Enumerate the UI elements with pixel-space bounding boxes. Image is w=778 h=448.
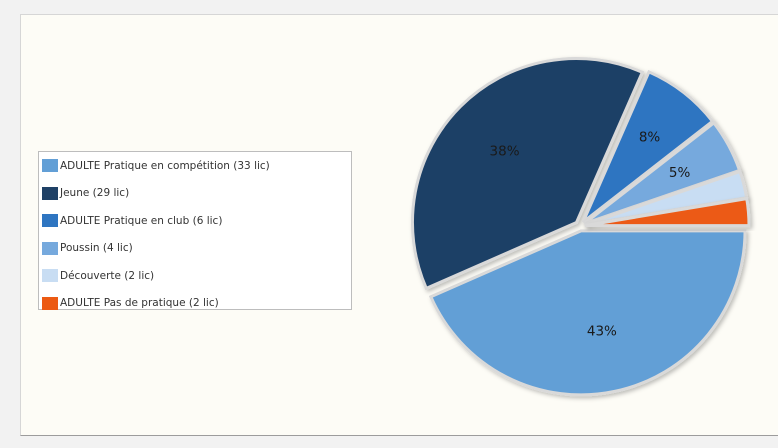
slice-percent-label: 43% — [587, 323, 617, 339]
legend-swatch — [42, 159, 58, 173]
legend-swatch — [42, 241, 58, 255]
legend-label: ADULTE Pas de pratique (2 lic) — [60, 297, 219, 310]
slice-percent-label: 5% — [669, 165, 691, 181]
pie-slice — [411, 57, 645, 291]
slice-percent-label: 8% — [639, 130, 661, 146]
legend-item: Poussin (4 lic) — [39, 235, 351, 263]
slice-percent-label: 38% — [490, 144, 520, 160]
legend-swatch — [42, 269, 58, 283]
legend-swatch — [42, 296, 58, 310]
legend-item: ADULTE Pratique en club (6 lic) — [39, 207, 351, 235]
chart-legend: ADULTE Pratique en compétition (33 lic) J… — [38, 151, 352, 310]
pie-slice — [581, 69, 715, 224]
pie-slice — [428, 229, 747, 397]
legend-label: Poussin (4 lic) — [60, 242, 133, 255]
legend-label: ADULTE Pratique en compétition (33 lic) — [60, 159, 270, 172]
legend-swatch — [42, 186, 58, 200]
legend-item: ADULTE Pratique en compétition (33 lic) — [39, 152, 351, 180]
legend-item: Découverte (2 lic) — [39, 262, 351, 290]
legend-label: ADULTE Pratique en club (6 lic) — [60, 214, 223, 227]
legend-label: Découverte (2 lic) — [60, 269, 155, 282]
pie-slice — [584, 196, 751, 228]
legend-item: Jeune (29 lic) — [39, 180, 351, 208]
legend-swatch — [42, 214, 58, 228]
legend-label: Jeune (29 lic) — [60, 187, 130, 200]
legend-item: ADULTE Pas de pratique (2 lic) — [39, 290, 351, 318]
